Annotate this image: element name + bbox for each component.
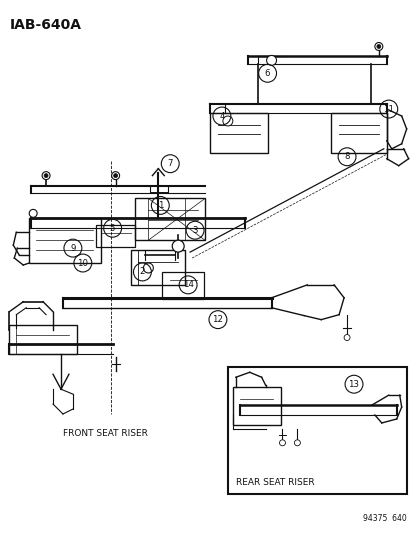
Text: FRONT SEAT RISER: FRONT SEAT RISER [63, 429, 148, 438]
Text: 9: 9 [70, 244, 76, 253]
Text: 10: 10 [77, 259, 88, 268]
Circle shape [376, 44, 380, 49]
Bar [162, 272, 204, 299]
Circle shape [29, 209, 37, 217]
Circle shape [343, 335, 349, 341]
Circle shape [266, 55, 276, 66]
Text: 1: 1 [157, 201, 163, 210]
Circle shape [279, 440, 285, 446]
Text: 8: 8 [344, 152, 349, 161]
Bar [95, 225, 135, 247]
Circle shape [294, 440, 300, 446]
Circle shape [44, 174, 48, 177]
Bar [232, 387, 280, 425]
Bar [330, 113, 386, 153]
Text: 2: 2 [139, 268, 145, 277]
Text: REAR SEAT RISER: REAR SEAT RISER [235, 478, 313, 487]
Text: 12: 12 [212, 315, 223, 324]
Bar [9, 325, 77, 354]
Text: 14: 14 [182, 280, 193, 289]
Text: 13: 13 [348, 379, 358, 389]
Bar [130, 250, 185, 285]
Text: 5: 5 [109, 224, 115, 233]
Circle shape [42, 172, 50, 180]
Text: 94375  640: 94375 640 [362, 514, 406, 523]
Text: 7: 7 [167, 159, 173, 168]
Circle shape [143, 263, 153, 273]
Bar [135, 198, 204, 240]
Text: 4: 4 [218, 111, 224, 120]
Circle shape [113, 174, 117, 177]
Circle shape [172, 240, 184, 252]
Bar [29, 219, 100, 263]
Bar [227, 367, 406, 495]
Text: 11: 11 [382, 104, 393, 114]
Circle shape [374, 43, 382, 51]
Text: IAB-640A: IAB-640A [9, 18, 81, 31]
Circle shape [112, 172, 119, 180]
Text: 6: 6 [264, 69, 270, 78]
Text: 3: 3 [192, 226, 197, 235]
Bar [209, 113, 267, 153]
Circle shape [222, 116, 232, 126]
